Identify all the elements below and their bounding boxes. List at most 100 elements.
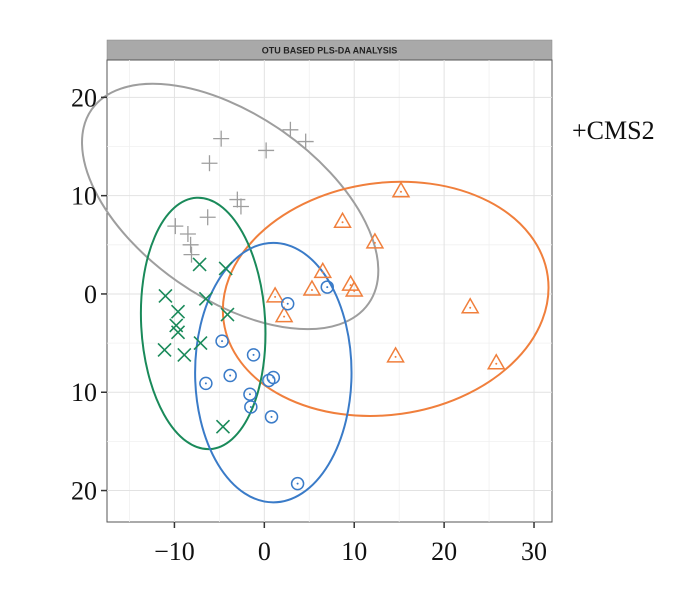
series-3-point: [177, 347, 192, 362]
series-3-point: [198, 291, 213, 306]
series-3-point: [158, 288, 173, 303]
cross-b: [198, 291, 213, 306]
condition-label: +CMS2: [572, 116, 655, 145]
series-2-point: [313, 261, 333, 279]
series-2-point: [365, 232, 385, 249]
triangle-dot: [349, 284, 352, 287]
triangle-dot: [341, 221, 344, 224]
series-3-point: [192, 257, 207, 272]
x-tick-label: 20: [431, 537, 457, 566]
series-4-point: [246, 348, 261, 362]
cross-b: [220, 307, 235, 322]
triangle-outline: [333, 211, 352, 228]
series-3-point: [215, 419, 231, 434]
circle-dot: [221, 340, 224, 343]
circle-outline: [243, 387, 257, 401]
series-4-ellipse: [194, 241, 353, 504]
circle-dot: [248, 393, 251, 396]
series-1-point: [183, 246, 200, 263]
circle-outline: [266, 370, 281, 385]
series-2-point: [274, 306, 294, 323]
triangle-outline: [486, 353, 506, 370]
circle-dot: [286, 302, 289, 305]
cross-b: [170, 325, 186, 340]
series-1-point: [182, 236, 199, 253]
x-tick-label: 10: [341, 537, 367, 566]
circle-outline: [199, 376, 213, 391]
series-4-point: [243, 387, 257, 401]
series-1-point: [282, 121, 299, 138]
circle-dot: [272, 376, 275, 379]
series-1-ellipse: [81, 82, 380, 331]
triangle-outline: [386, 346, 405, 363]
x-tick-label: 30: [521, 537, 547, 566]
cross-b: [157, 342, 172, 358]
series-2-point: [302, 279, 322, 296]
series-3-point: [157, 342, 172, 358]
y-tick-label: 0: [84, 280, 97, 309]
plot-panel: [106, 59, 553, 523]
circle-outline: [290, 476, 305, 491]
series-1-point: [213, 130, 230, 147]
triangle-dot: [495, 362, 498, 365]
gridlines: [107, 60, 552, 522]
series-3-point: [220, 307, 235, 322]
triangle-dot: [373, 241, 376, 244]
series-2-point: [344, 280, 364, 297]
cross-b: [158, 288, 173, 303]
circle-dot: [326, 286, 329, 289]
series-4-point: [199, 376, 213, 391]
cross-b: [192, 257, 207, 272]
series-1-point: [297, 133, 314, 150]
series-1-point: [229, 191, 246, 208]
triangle-dot: [469, 306, 472, 309]
x-tick-label: 0: [258, 537, 271, 566]
y-tick-label: 20: [71, 477, 97, 506]
y-tick-label: 20: [71, 83, 97, 112]
data-points: [157, 121, 506, 491]
series-1-point: [167, 218, 184, 235]
circle-outline: [246, 348, 261, 362]
series-3-point: [170, 325, 186, 340]
chart-title: OTU BASED PLS-DA ANALYSIS: [262, 46, 398, 56]
circle-dot: [252, 353, 255, 356]
y-tick-label: 10: [71, 378, 97, 407]
circle-dot: [270, 415, 273, 418]
circle-dot: [296, 482, 299, 485]
triangle-outline: [391, 181, 411, 198]
confidence-ellipses: [81, 82, 550, 504]
cross-b: [193, 336, 208, 351]
series-4-point: [266, 370, 281, 385]
triangle-outline: [313, 261, 333, 279]
circle-outline: [264, 410, 279, 424]
circle-outline: [280, 297, 295, 311]
series-4-point: [223, 368, 237, 383]
series-2-point: [333, 211, 352, 228]
triangle-outline: [274, 306, 294, 323]
series-1-point: [201, 155, 218, 172]
series-4-point: [280, 297, 295, 311]
series-1-point: [232, 198, 249, 215]
series-2-point: [265, 286, 285, 303]
series-2-point: [386, 346, 405, 363]
triangle-dot: [353, 290, 356, 293]
y-tick-label: 10: [71, 182, 97, 211]
series-4-point: [320, 280, 335, 294]
circle-outline: [223, 368, 237, 383]
triangle-dot: [321, 271, 324, 274]
cross-b: [170, 304, 186, 319]
series-2-ellipse: [221, 180, 550, 417]
cross-b: [215, 419, 231, 434]
triangle-outline: [265, 286, 285, 303]
series-1-point: [179, 225, 196, 242]
series-4-point: [244, 400, 258, 414]
y-axis-ticks: 20 10 0 10 20: [71, 83, 107, 506]
triangle-dot: [399, 190, 402, 193]
circle-outline: [320, 280, 335, 294]
triangle-outline: [302, 279, 322, 296]
triangle-dot: [274, 295, 277, 298]
triangle-dot: [394, 355, 397, 358]
series-3-point: [218, 261, 233, 276]
triangle-outline: [344, 280, 364, 297]
